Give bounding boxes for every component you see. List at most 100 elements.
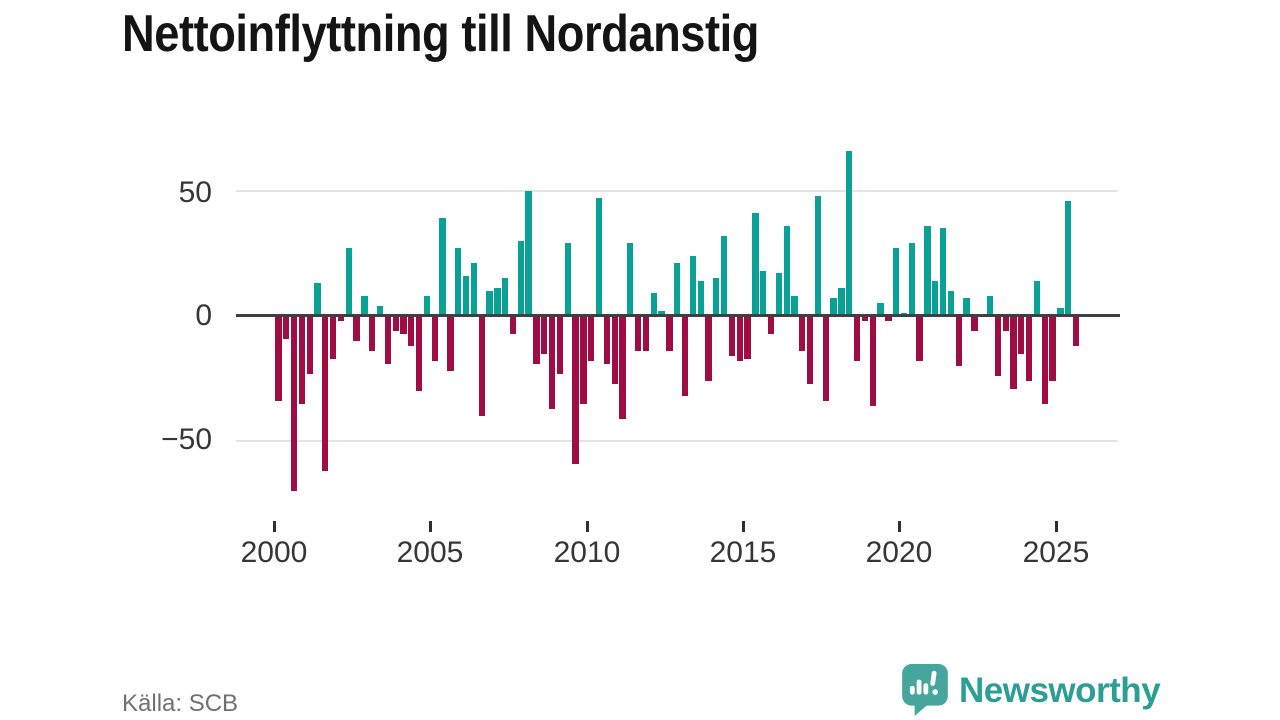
bar-2011Q3 <box>634 316 642 352</box>
bar-2024Q1 <box>1025 316 1033 382</box>
bar-2012Q4 <box>674 263 681 316</box>
x-axis-tick-2005 <box>429 521 432 532</box>
bar-2020Q2 <box>908 243 915 316</box>
bar-2023Q3 <box>1010 316 1017 389</box>
bar-2015Q3 <box>760 270 767 316</box>
bar-2009Q2 <box>564 243 571 316</box>
bar-2012Q2 <box>658 310 665 316</box>
bar-2011Q2 <box>627 243 634 316</box>
bar-2003Q3 <box>384 316 392 364</box>
bar-2016Q2 <box>783 225 790 316</box>
bar-2021Q1 <box>932 280 939 316</box>
newsworthy-wordmark: Newsworthy <box>959 671 1161 710</box>
bar-series <box>236 140 1120 508</box>
bar-2008Q3 <box>541 316 548 354</box>
bar-2004Q4 <box>423 295 431 316</box>
x-axis-tick-2015 <box>742 521 745 532</box>
bar-2012Q1 <box>650 293 657 316</box>
source-caption: Källa: SCB <box>122 690 239 717</box>
y-axis-label-0: 0 <box>195 299 212 332</box>
bar-2014Q3 <box>728 316 736 357</box>
bar-2013Q1 <box>681 316 689 397</box>
y-axis-label-minus-50: −50 <box>161 423 212 456</box>
bar-2001Q3 <box>322 316 329 472</box>
bar-2024Q2 <box>1033 280 1041 316</box>
bar-2000Q2 <box>283 316 290 339</box>
bar-2008Q2 <box>533 316 540 364</box>
bar-2009Q4 <box>580 316 587 404</box>
bar-2006Q2 <box>470 263 478 316</box>
gridline-minus-50 <box>236 440 1118 442</box>
bar-2021Q3 <box>947 290 955 316</box>
x-axis-label-2020: 2020 <box>865 536 933 569</box>
bar-2017Q2 <box>814 195 822 316</box>
bar-2015Q1 <box>744 316 751 359</box>
bar-2023Q2 <box>1002 316 1009 332</box>
bar-2015Q2 <box>752 213 759 316</box>
gridline-plus-50 <box>236 190 1118 192</box>
bar-2005Q1 <box>431 316 438 362</box>
bar-2022Q4 <box>986 295 994 316</box>
bar-2007Q4 <box>517 240 524 316</box>
bar-2001Q2 <box>314 283 321 316</box>
bar-2008Q4 <box>548 316 556 409</box>
zero-axis-line <box>236 314 1120 317</box>
bar-2018Q4 <box>861 316 869 321</box>
bar-2004Q2 <box>408 316 415 347</box>
bar-2021Q4 <box>955 316 962 367</box>
bar-2025Q1 <box>1057 308 1064 316</box>
bar-2015Q4 <box>767 316 775 334</box>
bar-2000Q1 <box>275 316 282 402</box>
bar-2020Q3 <box>916 316 923 362</box>
bar-2022Q2 <box>971 316 978 332</box>
bar-2005Q4 <box>455 248 462 316</box>
bar-2003Q4 <box>392 316 399 332</box>
bar-2009Q3 <box>572 316 579 464</box>
newsworthy-logo-icon <box>902 664 948 716</box>
bar-2011Q4 <box>642 316 650 352</box>
bar-2007Q3 <box>509 316 517 334</box>
bar-2016Q4 <box>799 316 806 352</box>
bar-2002Q3 <box>353 316 360 342</box>
bar-2005Q2 <box>439 218 446 316</box>
x-axis-tick-2000 <box>273 521 276 532</box>
bar-2018Q2 <box>846 150 853 316</box>
newsworthy-logo: Newsworthy <box>901 663 1161 717</box>
bar-2003Q2 <box>376 305 384 316</box>
bar-2003Q1 <box>369 316 376 352</box>
bar-2007Q2 <box>502 278 509 316</box>
bar-2006Q1 <box>462 275 470 316</box>
x-axis-label-2000: 2000 <box>240 536 308 569</box>
bar-2023Q4 <box>1018 316 1025 354</box>
bar-2017Q4 <box>830 298 837 316</box>
bar-2001Q1 <box>306 316 313 374</box>
y-axis-label-50: 50 <box>178 176 212 209</box>
bar-2012Q3 <box>666 316 673 352</box>
bar-2010Q3 <box>603 316 610 364</box>
bar-2000Q3 <box>290 316 298 492</box>
bar-2020Q4 <box>924 225 931 316</box>
bar-2011Q1 <box>619 316 626 419</box>
bar-2013Q4 <box>705 316 712 382</box>
bar-2002Q4 <box>361 295 368 316</box>
bar-2025Q3 <box>1072 316 1080 347</box>
x-axis-tick-2010 <box>586 521 589 532</box>
bar-2002Q1 <box>337 316 345 321</box>
bar-2019Q2 <box>877 303 884 316</box>
bar-2022Q1 <box>963 298 970 316</box>
bar-2013Q3 <box>697 280 704 316</box>
x-axis-tick-2025 <box>1055 521 1058 532</box>
bar-2004Q1 <box>400 316 407 334</box>
bar-2014Q2 <box>720 235 728 316</box>
bar-2000Q4 <box>298 316 305 404</box>
bar-2014Q1 <box>713 278 720 316</box>
bar-2006Q3 <box>478 316 485 417</box>
bar-2010Q2 <box>595 198 603 316</box>
chart-title: Nettoinflyttning till Nordanstig <box>122 5 759 63</box>
bar-2009Q1 <box>556 316 564 374</box>
bar-2021Q2 <box>939 228 947 316</box>
x-axis-label-2005: 2005 <box>396 536 464 569</box>
bar-2019Q4 <box>893 248 900 316</box>
x-axis-tick-2020 <box>898 521 901 532</box>
bar-2005Q3 <box>447 316 454 372</box>
